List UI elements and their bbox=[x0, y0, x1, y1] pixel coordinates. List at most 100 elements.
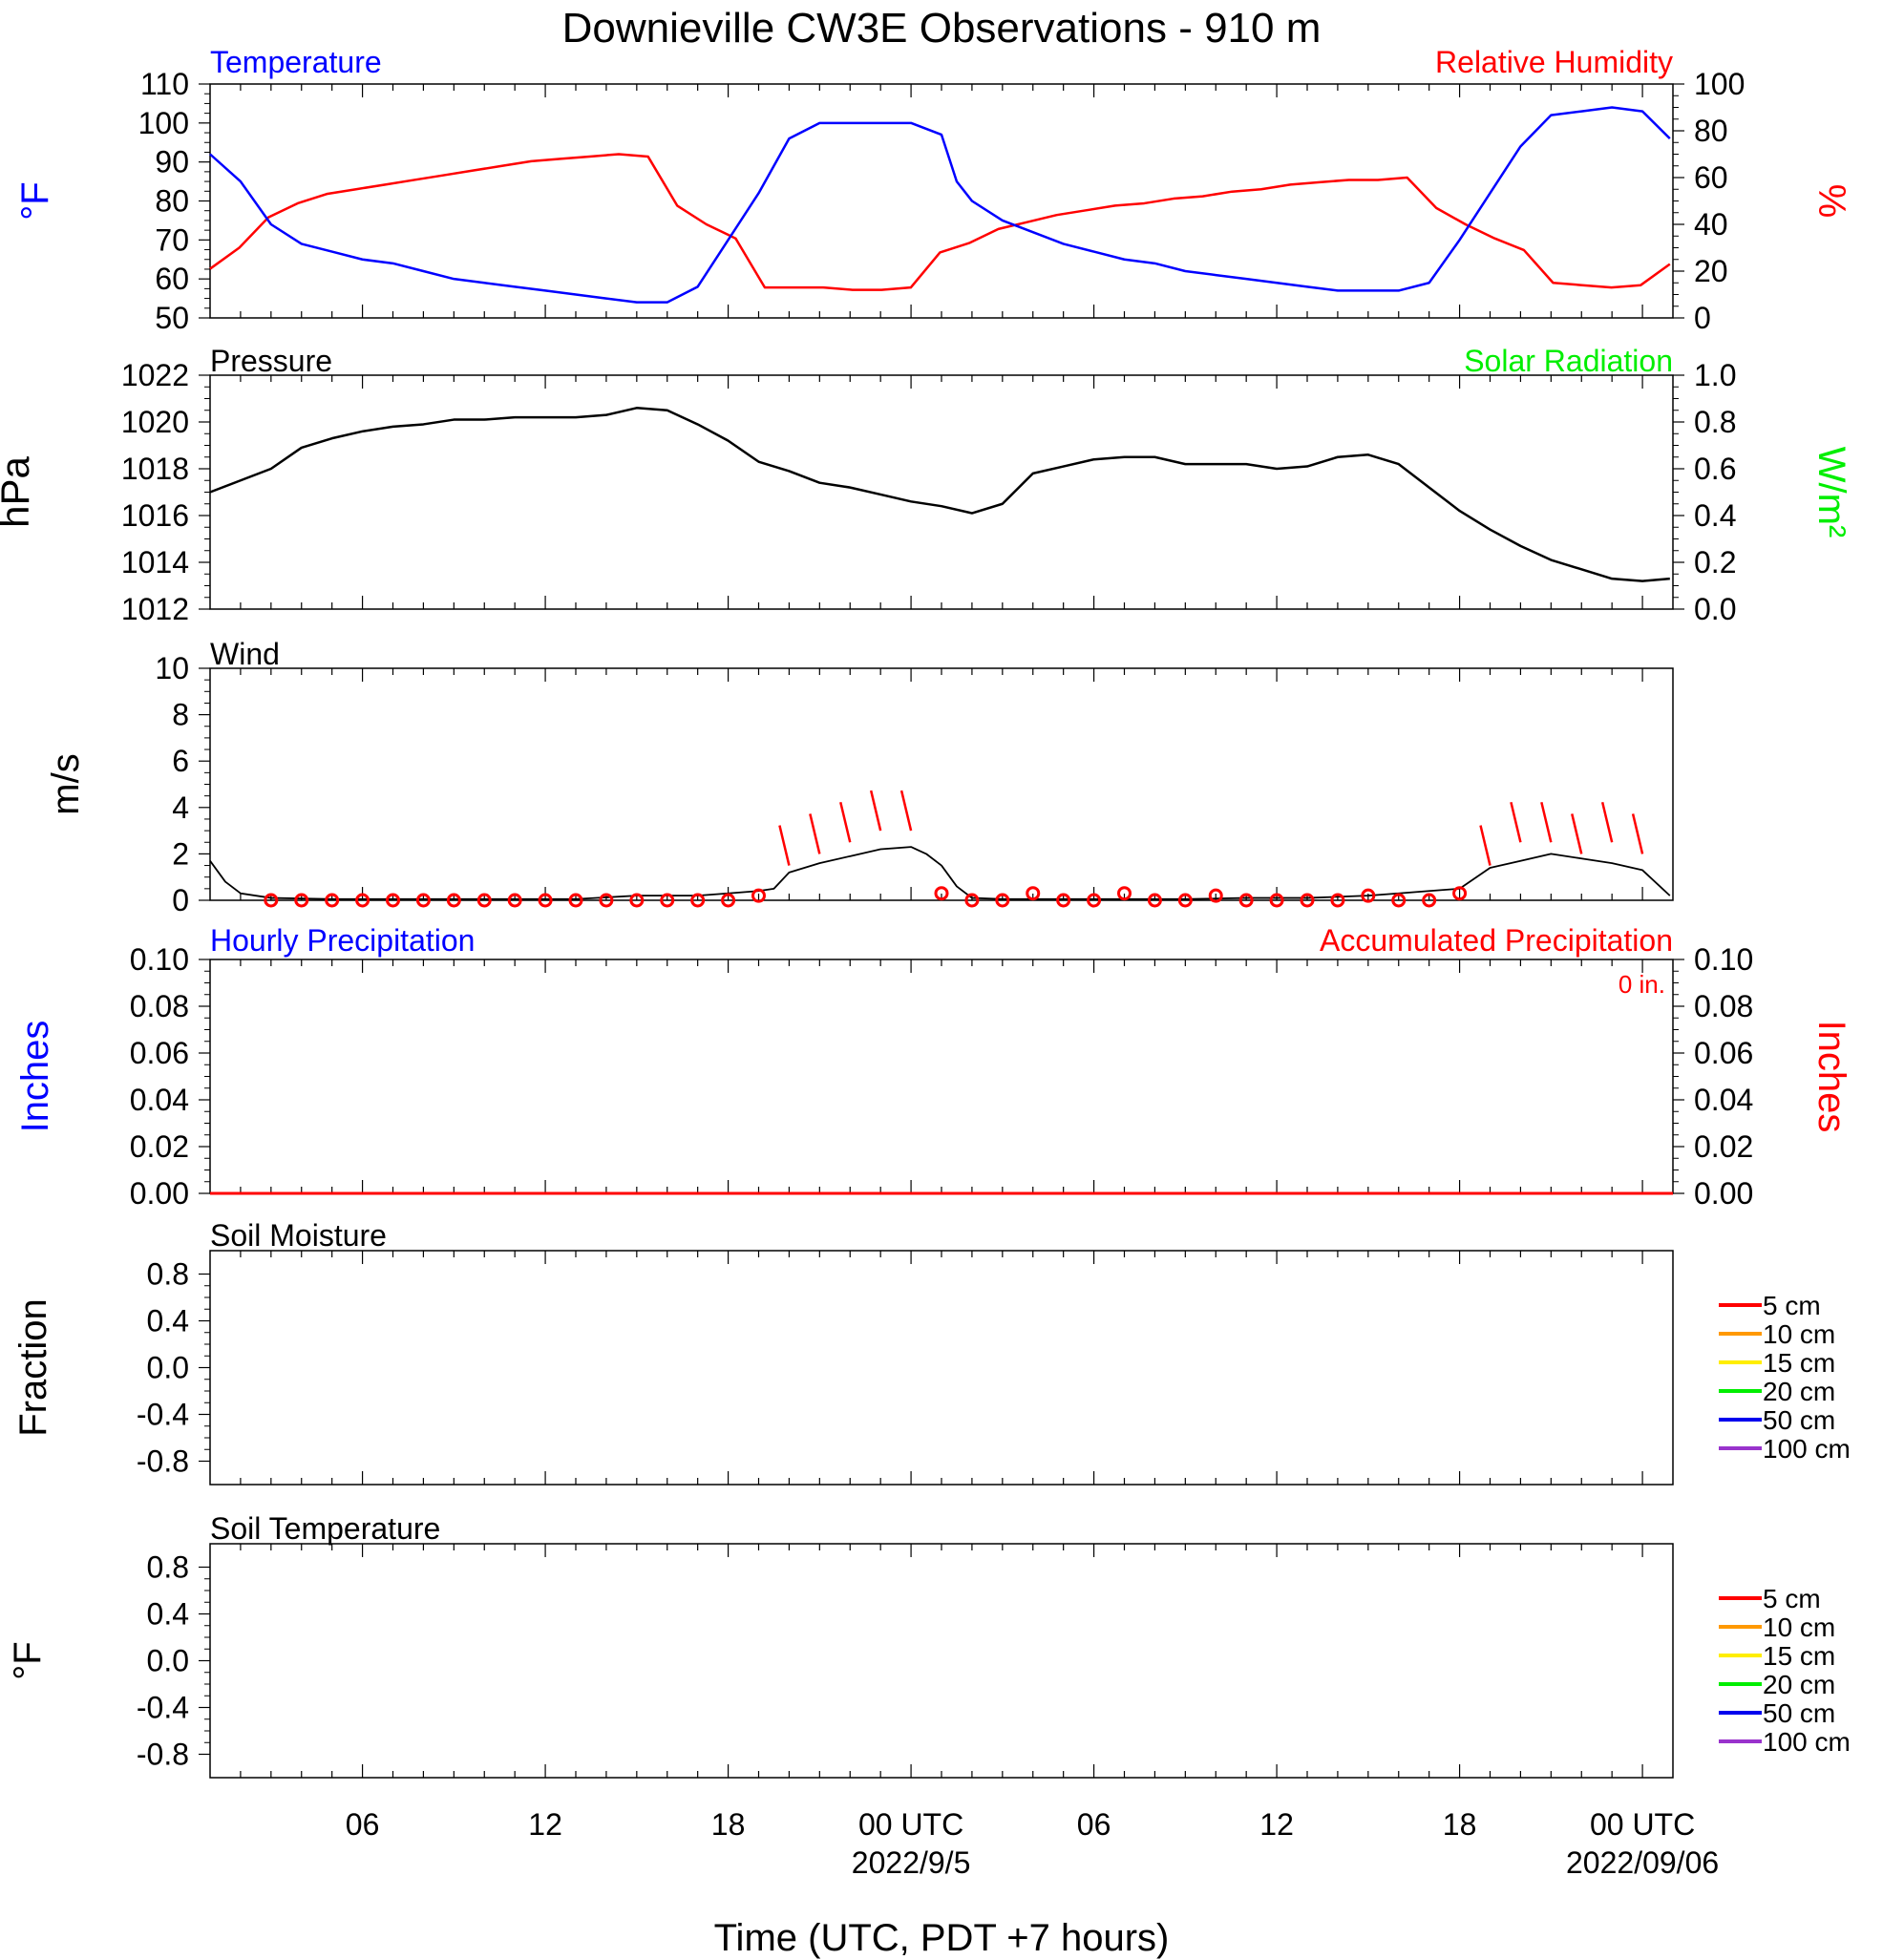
calm-wind-marker bbox=[507, 893, 522, 908]
y-tick-label: 0.04 bbox=[1694, 1083, 1753, 1117]
calm-wind-marker bbox=[294, 893, 309, 908]
plot-frame-5 bbox=[209, 1543, 1674, 1779]
soil-moisture-legend-label: 50 cm bbox=[1763, 1405, 1835, 1435]
soil-temperature-legend-label: 20 cm bbox=[1763, 1670, 1835, 1699]
wind-barb bbox=[899, 790, 913, 832]
calm-wind-marker bbox=[964, 893, 980, 908]
panel-precipitation: Hourly Precipitation Accumulated Precipi… bbox=[210, 923, 1673, 999]
soil-temperature-legend-label: 10 cm bbox=[1763, 1612, 1835, 1642]
plot-frame-1 bbox=[209, 374, 1674, 610]
soil-temperature-legend-label: 5 cm bbox=[1763, 1584, 1821, 1613]
calm-wind-marker bbox=[355, 893, 370, 908]
y-tick-label: 0 bbox=[1694, 301, 1711, 335]
y-tick-label: 2 bbox=[172, 836, 189, 871]
wind-barb bbox=[1631, 813, 1644, 854]
plot-frame-0 bbox=[209, 83, 1674, 319]
y-tick-label: 0.06 bbox=[130, 1036, 189, 1070]
soil-temperature-legend-label: 15 cm bbox=[1763, 1641, 1835, 1671]
wind-axis-label: m/s bbox=[45, 753, 87, 814]
y-tick-label: 0.10 bbox=[130, 942, 189, 977]
plot-frame-4 bbox=[209, 1250, 1674, 1486]
pressure-title: Pressure bbox=[210, 344, 332, 378]
temperature-axis-label: °F bbox=[14, 181, 56, 220]
soil-temperature-legend-label: 100 cm bbox=[1763, 1727, 1851, 1757]
y-tick-label: 100 bbox=[138, 106, 189, 140]
y-tick-label: -0.4 bbox=[137, 1398, 189, 1432]
calm-wind-marker bbox=[690, 893, 706, 908]
calm-wind-marker bbox=[660, 893, 675, 908]
calm-wind-marker bbox=[1361, 888, 1376, 903]
y-tick-label: 8 bbox=[172, 698, 189, 732]
y-tick-label: 90 bbox=[155, 145, 189, 179]
calm-wind-marker bbox=[1452, 886, 1468, 901]
y-tick-label: 1016 bbox=[121, 498, 189, 533]
y-tick-label: 80 bbox=[1694, 114, 1728, 148]
calm-wind-marker bbox=[751, 888, 766, 903]
humidity-series bbox=[209, 153, 1671, 291]
accum-precip-title: Accumulated Precipitation bbox=[1320, 923, 1673, 958]
soil-moisture-legend-label: 10 cm bbox=[1763, 1319, 1835, 1349]
humidity-axis-label: % bbox=[1810, 184, 1852, 219]
calm-wind-marker bbox=[386, 893, 400, 908]
wind-speed-series bbox=[209, 846, 1671, 900]
calm-wind-marker bbox=[1208, 888, 1223, 903]
x-tick-label: 12 bbox=[528, 1807, 562, 1842]
y-tick-label: 0.00 bbox=[1694, 1176, 1753, 1211]
y-tick-label: 70 bbox=[155, 222, 189, 257]
y-tick-label: 0.6 bbox=[1694, 452, 1736, 486]
pressure-axis-label: hPa bbox=[0, 455, 37, 527]
calm-wind-marker bbox=[1422, 893, 1437, 908]
y-tick-label: 40 bbox=[1694, 207, 1728, 242]
y-tick-label: 60 bbox=[1694, 160, 1728, 195]
y-tick-label: 6 bbox=[172, 744, 189, 778]
wind-barb bbox=[869, 790, 882, 832]
y-tick-label: 0.02 bbox=[130, 1129, 189, 1164]
calm-wind-marker bbox=[995, 893, 1010, 908]
calm-wind-marker bbox=[1330, 893, 1345, 908]
y-tick-label: 0.08 bbox=[1694, 989, 1753, 1023]
wind-barb bbox=[839, 801, 852, 843]
y-tick-label: 0.8 bbox=[147, 1257, 189, 1292]
soil-moisture-title: Soil Moisture bbox=[210, 1218, 387, 1253]
y-tick-label: -0.8 bbox=[137, 1738, 189, 1772]
y-tick-label: 110 bbox=[140, 67, 189, 101]
x-tick-label: 00 UTC bbox=[1590, 1807, 1695, 1842]
x-tick-label: 06 bbox=[1077, 1807, 1111, 1842]
y-tick-label: 4 bbox=[172, 790, 189, 825]
chart-title: Downieville CW3E Observations - 910 m bbox=[562, 5, 1322, 52]
hourly-precip-axis-label: Inches bbox=[14, 1021, 56, 1133]
y-tick-label: 0.4 bbox=[147, 1304, 189, 1338]
y-tick-label: 0.08 bbox=[130, 989, 189, 1023]
calm-wind-marker bbox=[934, 886, 949, 901]
y-tick-label: 100 bbox=[1694, 67, 1745, 101]
wind-barb bbox=[1540, 801, 1553, 843]
x-tick-label: 18 bbox=[1443, 1807, 1477, 1842]
y-tick-label: 0.8 bbox=[1694, 405, 1736, 439]
x-date-label: 2022/09/06 bbox=[1566, 1845, 1719, 1880]
x-tick-label: 00 UTC bbox=[858, 1807, 963, 1842]
y-tick-label: 60 bbox=[155, 262, 189, 296]
y-tick-label: 1012 bbox=[121, 592, 189, 626]
wind-barb bbox=[1600, 801, 1614, 843]
calm-wind-marker bbox=[538, 893, 553, 908]
calm-wind-marker bbox=[446, 893, 461, 908]
soil-moisture-legend-label: 15 cm bbox=[1763, 1348, 1835, 1378]
y-tick-label: 1.0 bbox=[1694, 358, 1736, 392]
panel-pressure-solar: Pressure Solar Radiation bbox=[210, 344, 1673, 378]
soil-moisture-axis-label: Fraction bbox=[12, 1298, 54, 1437]
soil-temperature-title: Soil Temperature bbox=[210, 1511, 440, 1546]
solar-title: Solar Radiation bbox=[1464, 344, 1673, 378]
calm-wind-marker bbox=[721, 893, 736, 908]
y-tick-label: 50 bbox=[155, 301, 189, 335]
x-tick-label: 12 bbox=[1259, 1807, 1294, 1842]
hourly-precip-title: Hourly Precipitation bbox=[210, 923, 475, 958]
calm-wind-marker bbox=[1238, 893, 1254, 908]
y-tick-label: 0.8 bbox=[147, 1550, 189, 1585]
y-tick-label: 0 bbox=[172, 883, 189, 917]
calm-wind-marker bbox=[1177, 893, 1193, 908]
y-tick-label: 0.4 bbox=[1694, 498, 1736, 533]
calm-wind-marker bbox=[1300, 893, 1315, 908]
panel-soil-moisture: Soil Moisture bbox=[210, 1218, 387, 1253]
temperature-series bbox=[209, 106, 1671, 304]
